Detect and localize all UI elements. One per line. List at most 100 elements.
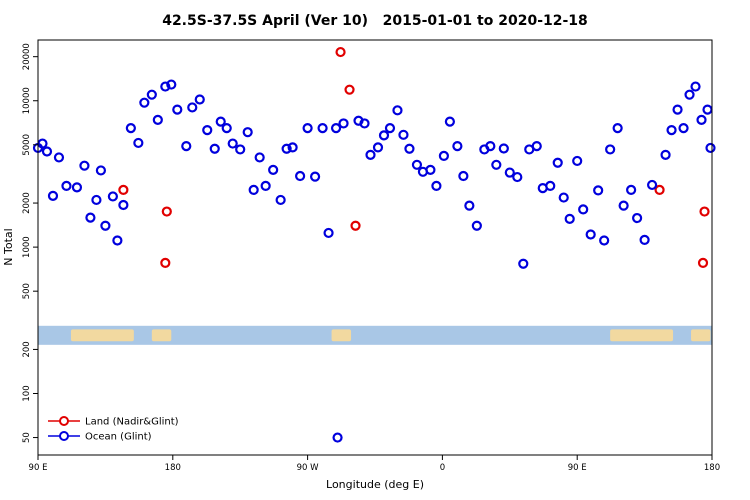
ocean-point [152,114,163,125]
ocean-point [133,137,144,149]
ocean-point [330,123,342,134]
ocean-point [684,89,695,100]
map-band-land [151,329,172,342]
ocean-point [404,143,415,154]
ocean-point [702,104,713,115]
ocean-point [47,190,59,201]
y-tick-label: 2000 [22,192,32,214]
land-point [160,257,171,269]
ocean-point [384,123,396,134]
map-band-land [331,329,352,342]
ocean-point [612,123,623,134]
x-tick-label: 90 E [568,463,587,473]
ocean-point [438,150,449,161]
ocean-point [53,152,65,163]
ocean-point [235,144,246,155]
ocean-point [71,182,83,193]
y-tick-label: 100 [22,385,32,401]
ocean-point [378,130,390,141]
ocean-point [452,140,463,152]
ocean-point [678,123,689,134]
ocean-point [498,143,509,154]
ocean-point [425,164,436,175]
ocean-point [696,114,707,125]
ocean-point [242,127,253,138]
legend-marker [59,431,69,441]
ocean-point [646,179,658,191]
ocean-point [268,164,279,175]
ocean-point [139,97,150,108]
ocean-point [215,116,226,127]
ocean-point [187,102,198,113]
y-tick-label: 5000 [22,134,32,156]
ocean-point [61,180,72,191]
ocean-point [504,167,515,178]
ocean-point [632,212,643,224]
ocean-point [181,140,192,152]
ocean-point [295,170,306,182]
ocean-point [690,81,701,92]
legend-label: Land (Nadir&Glint) [85,417,179,428]
ocean-point [572,155,583,167]
ocean-point [125,123,136,134]
ocean-point [309,171,321,182]
land-point [654,184,665,195]
ocean-point [146,89,157,100]
ocean-point [512,171,523,183]
land-point [697,257,709,269]
ocean-point [332,432,343,443]
ocean-point [194,94,205,105]
ocean-point [485,140,496,152]
y-tick-label: 50 [22,432,32,443]
x-tick-label: 90 E [29,463,48,473]
land-point [350,220,361,231]
map-band-land [70,329,134,342]
ocean-point [552,157,563,168]
ocean-point [639,234,650,246]
land-point [699,206,710,217]
legend-marker [59,416,69,426]
ocean-point [585,229,596,240]
ocean-point [666,125,677,136]
ocean-point [660,149,671,160]
ocean-point [599,235,610,246]
ocean-point [491,159,502,170]
ocean-point [672,104,683,115]
chart-title: 42.5S-37.5S April (Ver 10) 2015-01-01 to… [162,13,588,29]
land-point [118,184,129,195]
ocean-point [287,142,298,153]
ocean-point [531,140,542,152]
ocean-point [166,79,177,90]
ocean-point [618,200,629,211]
legend-label: Ocean (Glint) [85,432,152,443]
ocean-point [248,184,259,195]
x-tick-label: 180 [165,463,181,473]
ocean-point [558,192,569,203]
ocean-point [359,118,370,129]
ocean-point [593,185,604,196]
x-tick-label: 180 [704,463,720,473]
ocean-point [518,258,529,269]
ocean-point [323,227,334,239]
ocean-point [260,180,271,191]
ocean-point [372,142,384,153]
y-tick-label: 10000 [22,87,32,114]
ocean-point [471,220,482,231]
ocean-point [221,123,232,134]
ocean-point [458,170,469,182]
plot-border [37,39,713,456]
ocean-point [202,125,213,136]
ocean-point [545,180,556,191]
ocean-point [227,138,238,149]
ocean-point [160,81,171,92]
ocean-point [444,116,455,127]
x-tick-label: 0 [440,463,445,473]
y-tick-label: 1000 [22,236,32,258]
ocean-point [209,143,220,154]
ocean-point [464,200,475,211]
ocean-point [705,142,716,154]
ocean-point [338,118,349,129]
ocean-point [317,123,328,134]
ocean-point [578,204,589,215]
